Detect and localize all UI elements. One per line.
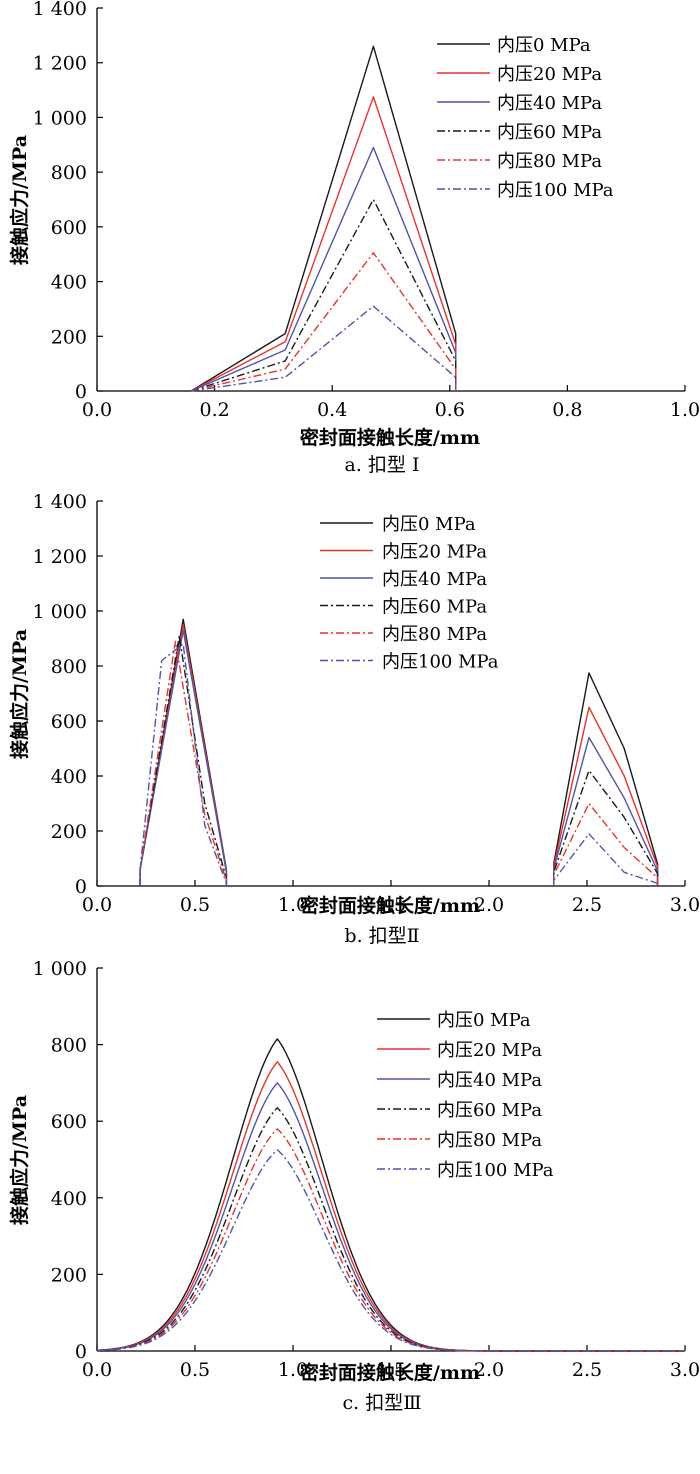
y-tick-label: 1 000 — [33, 107, 87, 129]
legend-label: 内压80 MPa — [382, 624, 487, 645]
y-tick-label: 1 200 — [33, 53, 87, 75]
x-tick-label: 2.5 — [572, 1359, 602, 1381]
x-tick-label: 1.0 — [278, 1359, 308, 1381]
y-tick-label: 200 — [51, 326, 87, 348]
y-axis-title: 接触应力/MPa — [8, 1095, 31, 1225]
series-line — [190, 96, 457, 392]
x-axis-title: 密封面接触长度/mm — [300, 894, 480, 917]
series-line — [190, 45, 457, 392]
x-tick-label: 0.8 — [552, 399, 582, 421]
y-tick-label: 1 000 — [33, 958, 87, 980]
y-tick-label: 200 — [51, 1264, 87, 1286]
y-tick-label: 600 — [51, 217, 87, 239]
y-tick-label: 0 — [75, 1341, 87, 1363]
series-line — [190, 252, 457, 392]
x-tick-label: 0.4 — [317, 399, 347, 421]
chart-c: 0 200 400 600 800 1 000 0.0 0.5 1.0 1.5 2.0 2.5 3.0 接… — [8, 958, 700, 1414]
legend-label: 内压40 MPa — [497, 93, 602, 114]
x-tick-label: 3.0 — [670, 894, 700, 916]
legend-label: 内压0 MPa — [382, 514, 476, 535]
chart-caption: b. 扣型Ⅱ — [344, 925, 419, 947]
legend-label: 内压20 MPa — [382, 542, 487, 563]
x-tick-label: 0.2 — [199, 399, 229, 421]
legend-label: 内压100 MPa — [437, 1160, 554, 1181]
series-line — [139, 635, 659, 886]
y-tick-label: 0 — [75, 876, 87, 898]
x-tick-label: 0.0 — [82, 894, 112, 916]
y-tick-label: 800 — [51, 656, 87, 678]
legend-label: 内压100 MPa — [497, 180, 614, 201]
x-tick-label: 0.0 — [82, 1359, 112, 1381]
series-line — [96, 1128, 685, 1352]
legend-label: 内压40 MPa — [382, 569, 487, 590]
legend-label: 内压60 MPa — [497, 122, 602, 143]
y-tick-label: 1 400 — [33, 491, 87, 513]
x-tick-label: 1.5 — [376, 894, 406, 916]
chart-caption: c. 扣型Ⅲ — [342, 1392, 421, 1414]
y-tick-label: 1 000 — [33, 601, 87, 623]
x-tick-label: 3.0 — [670, 1359, 700, 1381]
series-line — [190, 146, 457, 392]
series-line — [190, 198, 457, 392]
y-tick-label: 0 — [75, 381, 87, 403]
y-axis-title: 接触应力/MPa — [8, 135, 31, 265]
series-line — [190, 305, 457, 392]
legend-label: 内压20 MPa — [437, 1040, 542, 1061]
y-tick-label: 600 — [51, 711, 87, 733]
legend-label: 内压80 MPa — [497, 151, 602, 172]
legend-label: 内压60 MPa — [382, 597, 487, 618]
legend-label: 内压80 MPa — [437, 1130, 542, 1151]
x-axis-title: 密封面接触长度/mm — [300, 1361, 480, 1384]
chart-a: 0 200 400 600 800 1 000 1 200 1 400 0.0 0.2 0.4 0.6… — [8, 0, 700, 476]
chart-b: 0 200 400 600 800 1 000 1 200 1 400 0.0 0.5 1.0 1.5… — [8, 491, 700, 947]
y-tick-label: 800 — [51, 162, 87, 184]
series-line — [139, 643, 659, 886]
x-tick-label: 1.5 — [376, 1359, 406, 1381]
y-tick-label: 1 400 — [33, 0, 87, 20]
x-tick-label: 2.0 — [474, 1359, 504, 1381]
x-axis-title: 密封面接触长度/mm — [300, 426, 480, 449]
x-tick-label: 0.5 — [180, 894, 210, 916]
y-tick-label: 400 — [51, 1188, 87, 1210]
y-tick-label: 200 — [51, 821, 87, 843]
series-line — [97, 1149, 685, 1352]
y-tick-label: 1 200 — [33, 546, 87, 568]
legend-label: 内压100 MPa — [382, 652, 499, 673]
x-tick-label: 2.0 — [474, 894, 504, 916]
chart-caption: a. 扣型 Ⅰ — [345, 454, 420, 476]
x-tick-label: 1.0 — [278, 894, 308, 916]
x-tick-label: 0.6 — [435, 399, 465, 421]
y-tick-label: 400 — [51, 766, 87, 788]
x-tick-label: 1.0 — [670, 399, 700, 421]
y-tick-label: 800 — [51, 1035, 87, 1057]
x-tick-label: 2.5 — [572, 894, 602, 916]
x-tick-label: 0.5 — [180, 1359, 210, 1381]
legend-label: 内压40 MPa — [437, 1070, 542, 1091]
y-tick-label: 400 — [51, 272, 87, 294]
y-tick-label: 600 — [51, 1111, 87, 1133]
legend-label: 内压0 MPa — [437, 1010, 531, 1031]
legend-label: 内压0 MPa — [497, 35, 591, 56]
y-axis-title: 接触应力/MPa — [8, 629, 31, 759]
series-line — [96, 1038, 685, 1352]
legend-label: 内压60 MPa — [437, 1100, 542, 1121]
x-tick-label: 0.0 — [82, 399, 112, 421]
legend-label: 内压20 MPa — [497, 64, 602, 85]
